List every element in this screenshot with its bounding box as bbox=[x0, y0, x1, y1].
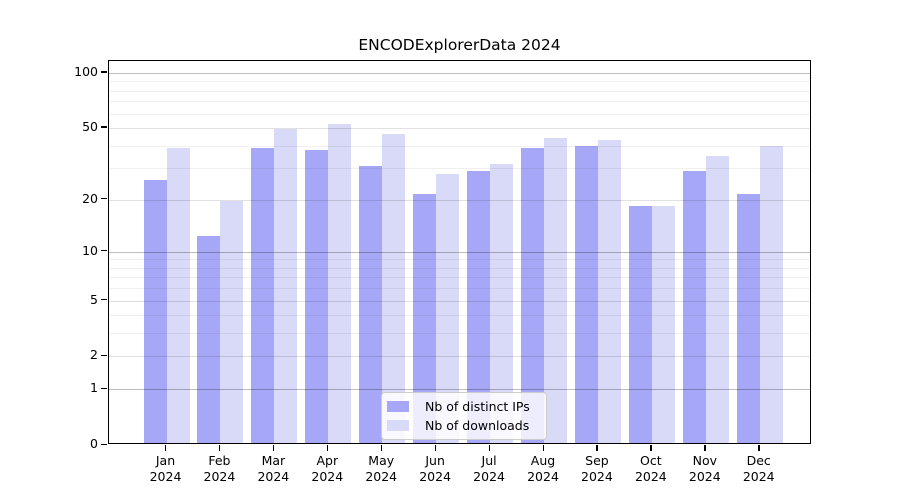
x-tick-label: Dec 2024 bbox=[742, 453, 775, 484]
bar-ips-dec bbox=[736, 193, 760, 443]
x-tick-label: Jul 2024 bbox=[473, 453, 505, 484]
bar-ips-sep bbox=[574, 145, 598, 443]
y-tick-label: 2 bbox=[90, 347, 98, 363]
minor-gridline bbox=[109, 267, 810, 269]
x-tick-label: Oct 2024 bbox=[634, 453, 667, 484]
legend-swatch-distinct-ips bbox=[387, 401, 409, 412]
y-tick bbox=[101, 387, 107, 389]
x-tick bbox=[380, 445, 383, 451]
bar-ips-aug bbox=[521, 147, 544, 443]
decade-gridline bbox=[109, 251, 810, 253]
bar-ips-nov bbox=[682, 171, 706, 443]
bar-ips-jul bbox=[467, 171, 491, 443]
mid-gridline bbox=[109, 300, 810, 302]
bar-downloads-apr bbox=[328, 124, 352, 443]
x-tick bbox=[596, 445, 598, 451]
y-tick-label: 100 bbox=[74, 63, 98, 79]
y-tick-label: 50 bbox=[82, 118, 98, 134]
minor-gridline bbox=[109, 277, 810, 279]
y-tick bbox=[101, 250, 107, 252]
minor-gridline bbox=[109, 259, 810, 261]
y-tick bbox=[101, 198, 107, 200]
y-tick-label: 0 bbox=[90, 436, 98, 451]
y-tick bbox=[101, 126, 107, 128]
x-tick bbox=[165, 445, 167, 451]
bar-ips-feb bbox=[197, 236, 221, 443]
minor-gridline bbox=[109, 81, 810, 83]
x-tick-label: Jun 2024 bbox=[419, 453, 452, 484]
x-tick bbox=[758, 445, 760, 451]
minor-gridline bbox=[109, 145, 810, 147]
x-tick-label: May 2024 bbox=[365, 453, 398, 484]
minor-gridline bbox=[109, 101, 810, 103]
x-tick bbox=[272, 445, 275, 451]
y-tick bbox=[101, 71, 107, 73]
minor-gridline bbox=[109, 168, 810, 170]
x-tick-label: Sep 2024 bbox=[581, 453, 613, 484]
minor-gridline bbox=[109, 90, 810, 92]
bar-downloads-nov bbox=[705, 156, 729, 443]
x-tick-label: Mar 2024 bbox=[257, 453, 290, 484]
bar-downloads-jul bbox=[490, 163, 514, 443]
x-tick bbox=[542, 445, 544, 451]
minor-gridline bbox=[109, 315, 810, 317]
plot-area bbox=[108, 60, 811, 444]
mid-gridline bbox=[109, 199, 810, 201]
bar-ips-jun bbox=[413, 193, 437, 443]
minor-gridline bbox=[109, 333, 810, 335]
bar-downloads-oct bbox=[651, 205, 675, 443]
bar-downloads-mar bbox=[274, 129, 298, 443]
bar-ips-apr bbox=[305, 149, 329, 443]
bar-downloads-feb bbox=[220, 201, 244, 443]
x-tick-label: Jan 2024 bbox=[149, 453, 182, 484]
x-tick bbox=[434, 445, 436, 451]
y-tick bbox=[101, 299, 107, 301]
x-tick-label: Nov 2024 bbox=[688, 453, 721, 484]
bar-ips-jan bbox=[143, 180, 167, 443]
legend-swatch-downloads bbox=[387, 420, 409, 431]
y-tick-label: 5 bbox=[90, 291, 98, 307]
x-tick bbox=[488, 445, 490, 451]
minor-gridline bbox=[109, 288, 810, 290]
x-tick-label: Feb 2024 bbox=[203, 453, 236, 484]
decade-gridline bbox=[109, 72, 810, 74]
gridlines-layer bbox=[109, 61, 810, 443]
bar-downloads-jan bbox=[166, 147, 190, 443]
bar-ips-mar bbox=[251, 147, 275, 443]
y-tick bbox=[101, 354, 107, 357]
legend-label-downloads: Nb of downloads bbox=[425, 418, 530, 433]
x-tick bbox=[326, 445, 329, 451]
legend-label-distinct-ips: Nb of distinct IPs bbox=[425, 399, 530, 414]
x-tick-label: Aug 2024 bbox=[527, 453, 559, 484]
y-tick-label: 20 bbox=[82, 190, 98, 206]
bar-downloads-sep bbox=[597, 139, 621, 443]
legend-item-downloads: Nb of downloads bbox=[387, 418, 538, 433]
bar-downloads-dec bbox=[759, 145, 783, 443]
mid-gridline bbox=[109, 356, 810, 358]
minor-gridline bbox=[109, 113, 810, 115]
bar-downloads-jun bbox=[436, 174, 460, 443]
x-tick bbox=[650, 445, 652, 451]
chart-title: ENCODExplorerData 2024 bbox=[358, 36, 561, 54]
y-tick-label: 10 bbox=[82, 242, 98, 258]
y-tick-label: 1 bbox=[90, 380, 98, 396]
bar-ips-may bbox=[359, 166, 383, 443]
bar-downloads-may bbox=[382, 134, 406, 443]
y-tick bbox=[101, 443, 107, 445]
x-tick bbox=[704, 445, 706, 451]
mid-gridline bbox=[109, 128, 810, 129]
legend: Nb of distinct IPs Nb of downloads bbox=[381, 392, 547, 440]
x-tick bbox=[218, 445, 221, 451]
bars-layer bbox=[109, 61, 810, 443]
legend-item-distinct-ips: Nb of distinct IPs bbox=[387, 399, 538, 414]
bar-downloads-aug bbox=[544, 137, 567, 443]
x-tick-label: Apr 2024 bbox=[311, 453, 344, 484]
bar-ips-oct bbox=[628, 205, 652, 443]
decade-gridline bbox=[109, 389, 810, 391]
